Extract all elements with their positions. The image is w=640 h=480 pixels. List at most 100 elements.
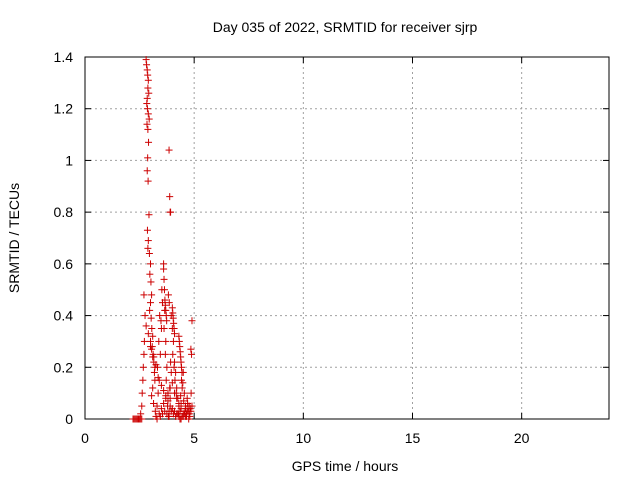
data-point	[151, 407, 159, 415]
chart-title: Day 035 of 2022, SRMTID for receiver sjr…	[213, 19, 478, 35]
data-point	[150, 353, 158, 361]
data-point	[185, 415, 193, 423]
data-point	[144, 110, 152, 118]
data-point	[183, 394, 191, 402]
data-point	[149, 332, 157, 340]
data-point	[163, 363, 171, 371]
data-point	[160, 399, 168, 407]
data-point	[147, 299, 154, 307]
data-point	[187, 389, 195, 397]
data-point	[154, 389, 162, 397]
x-tick-label: 10	[296, 430, 312, 446]
data-point	[148, 325, 156, 332]
data-point	[179, 379, 187, 387]
x-axis-label: GPS time / hours	[292, 458, 399, 474]
y-tick-label: 0.6	[54, 256, 74, 272]
data-point	[147, 337, 154, 345]
data-point	[146, 306, 154, 314]
data-point	[147, 260, 154, 268]
data-point	[140, 337, 148, 345]
data-point	[144, 237, 152, 245]
data-point	[141, 312, 149, 320]
data-point	[165, 299, 173, 307]
data-point	[148, 291, 156, 299]
data-point	[177, 405, 185, 413]
data-point	[138, 389, 146, 397]
data-point	[145, 89, 153, 97]
data-point	[143, 120, 151, 128]
data-point	[171, 330, 179, 338]
data-point	[148, 392, 156, 400]
y-tick-label: 1	[65, 152, 73, 168]
data-point	[153, 402, 161, 410]
data-point	[144, 330, 152, 338]
data-point	[145, 138, 153, 146]
x-tick-label: 5	[190, 430, 198, 446]
data-point	[148, 345, 156, 353]
data-point	[160, 286, 168, 294]
data-point	[163, 317, 171, 325]
data-point	[162, 337, 170, 345]
data-point	[170, 363, 178, 371]
data-point	[187, 345, 195, 353]
data-point	[166, 193, 174, 201]
data-point	[160, 325, 168, 332]
data-point	[167, 208, 175, 216]
data-point	[164, 397, 172, 405]
data-point	[143, 226, 151, 234]
data-point	[144, 84, 152, 92]
data-point	[166, 384, 174, 392]
data-point	[144, 154, 152, 162]
data-point	[169, 337, 177, 345]
data-point	[143, 100, 151, 108]
data-point	[144, 244, 152, 252]
axis-ticks: 0 5 10 15 20 0 0.2 0.4 0.6 0.8 1 1.2 1.4	[54, 49, 609, 446]
data-point	[156, 312, 164, 320]
data-point	[180, 389, 188, 397]
data-point	[145, 211, 153, 219]
plot-area-frame	[84, 56, 610, 420]
y-tick-label: 0.2	[54, 359, 74, 375]
data-point	[188, 317, 196, 325]
data-point	[144, 177, 152, 185]
data-point	[137, 410, 145, 418]
y-tick-label: 1.4	[54, 49, 74, 65]
data-point	[160, 387, 168, 395]
data-point	[171, 389, 179, 397]
data-point	[178, 368, 186, 376]
data-point	[161, 350, 169, 358]
data-point	[147, 278, 155, 286]
y-tick-label: 0.8	[54, 204, 74, 220]
data-point	[172, 368, 180, 376]
data-point	[144, 71, 152, 79]
data-point	[144, 76, 152, 84]
data-point	[143, 105, 151, 113]
data-point	[140, 291, 148, 299]
data-point	[139, 363, 147, 371]
data-point	[178, 384, 186, 392]
data-point	[175, 399, 183, 407]
data-point	[162, 392, 170, 400]
data-point	[146, 270, 154, 278]
data-point	[143, 167, 151, 175]
data-point	[147, 314, 155, 322]
data-point	[169, 350, 177, 358]
grid-lines	[85, 57, 609, 419]
data-point	[138, 402, 146, 410]
data-point	[168, 379, 176, 387]
x-tick-label: 20	[514, 430, 530, 446]
data-point	[173, 394, 181, 402]
data-point	[177, 392, 185, 400]
data-point	[155, 337, 163, 345]
data-point	[142, 322, 150, 330]
data-point	[145, 115, 153, 123]
data-point	[138, 415, 146, 423]
data-point	[143, 61, 151, 69]
x-tick-label: 0	[81, 430, 89, 446]
data-points	[129, 56, 196, 423]
data-point	[160, 275, 168, 283]
data-point	[145, 250, 153, 258]
y-tick-label: 0	[65, 411, 73, 427]
data-point	[188, 402, 196, 410]
